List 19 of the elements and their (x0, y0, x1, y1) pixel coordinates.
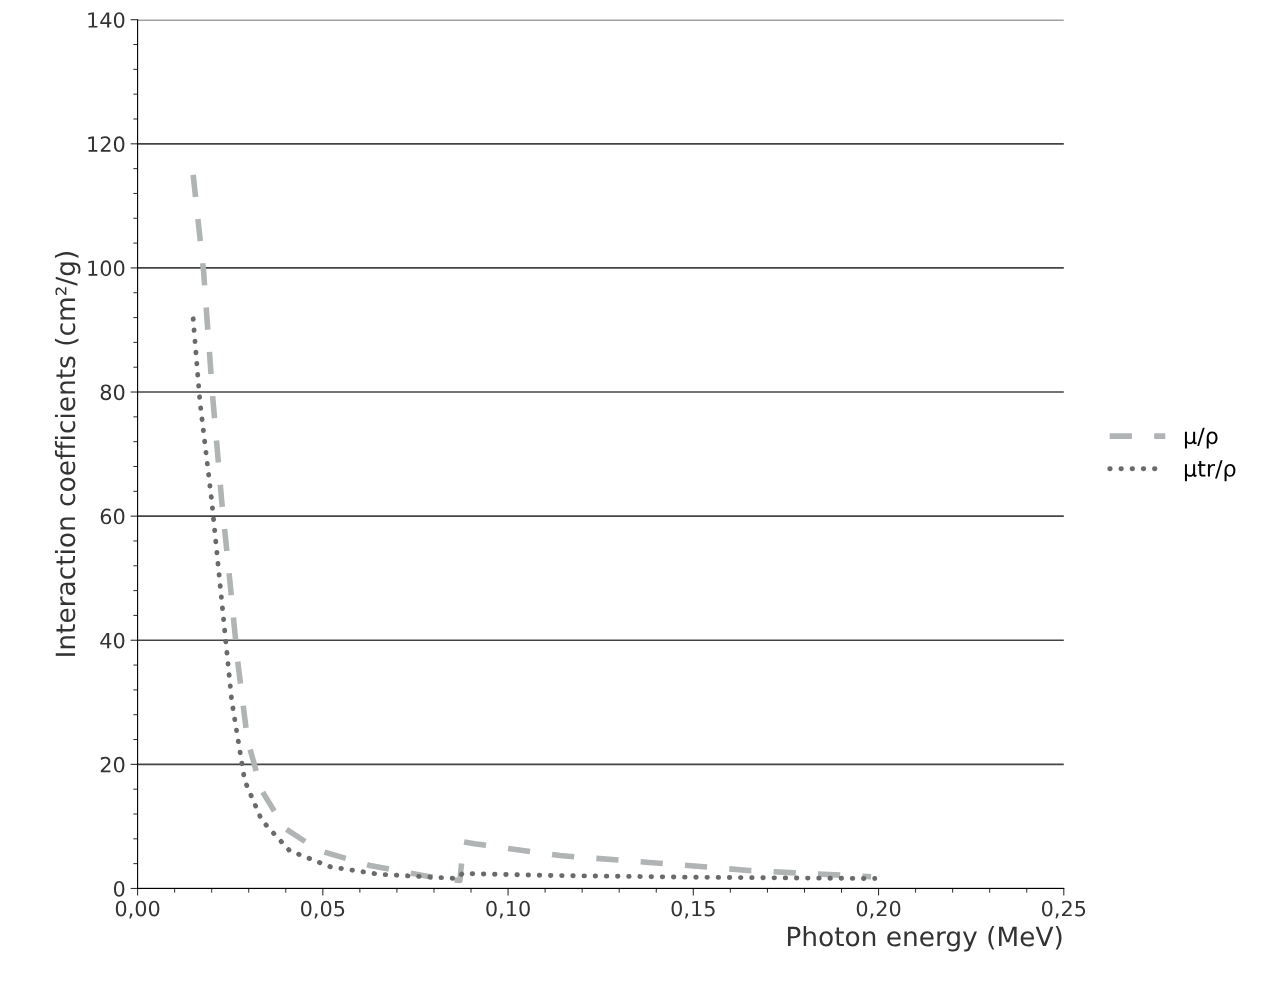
y-tick-label: 80 (100, 384, 125, 401)
y-axis-title: Interaction coefficients (cm²/g) (54, 252, 81, 656)
y-tick-label: 0 (113, 880, 125, 897)
x-tick-label: 0,05 (301, 900, 345, 919)
y-tick-label: 40 (100, 632, 125, 649)
y-tick-label: 140 (88, 12, 125, 28)
y-tick-label: 60 (100, 508, 125, 525)
legend-label: μ/ρ (1184, 427, 1218, 449)
y-tick-label: 120 (88, 136, 125, 153)
x-axis-title: Photon energy (MeV) (788, 925, 1062, 952)
x-tick-label: 0,15 (671, 900, 715, 919)
line-series (190, 316, 878, 881)
x-tick-label: 0,00 (115, 900, 160, 919)
y-tick-label: 20 (100, 756, 125, 773)
y-tick-label: 100 (88, 260, 125, 277)
legend-label: μtr/ρ (1184, 460, 1236, 482)
x-tick-label: 0,20 (856, 900, 901, 919)
x-tick-label: 0,10 (486, 900, 530, 919)
x-tick-label: 0,25 (1041, 900, 1086, 919)
